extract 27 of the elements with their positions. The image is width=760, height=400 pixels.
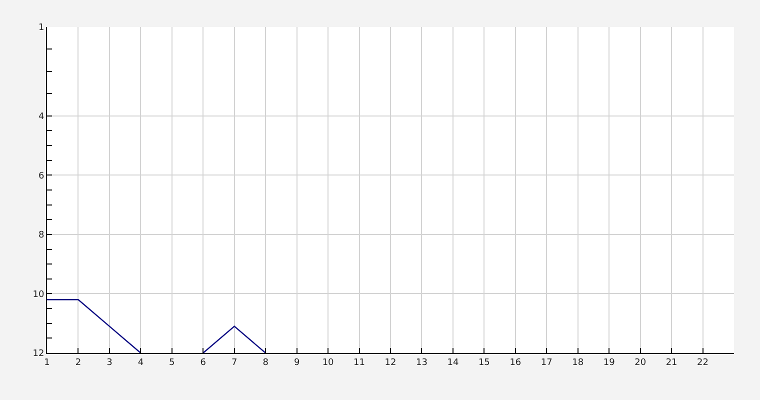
x-tick-label: 3 [106,358,112,368]
y-tick-label: 4 [38,112,44,122]
x-tick-label: 6 [200,358,206,368]
x-tick-label: 8 [262,358,269,368]
y-tick-label: 8 [38,230,44,241]
x-tick-label: 9 [294,358,300,368]
x-tick-label: 15 [478,358,490,368]
x-tick-label: 21 [666,358,678,368]
x-tick-label: 13 [416,358,428,368]
y-tick-label: 10 [32,290,44,300]
x-tick-label: 16 [510,358,522,368]
x-tick-label: 20 [634,358,646,368]
x-tick-label: 22 [697,358,708,368]
x-tick-label: 7 [231,358,238,368]
y-tick-label: 6 [38,171,44,182]
x-tick-label: 14 [447,358,459,368]
x-tick-label: 12 [384,358,396,368]
x-tick-label: 17 [540,358,552,368]
x-tick-label: 18 [572,358,584,368]
x-tick-label: 5 [169,358,175,368]
y-tick-label: 1 [38,23,44,34]
x-tick-label: 2 [75,358,82,368]
y-tick-label: 12 [32,349,44,360]
x-tick-label: 11 [354,358,365,368]
x-tick-label: 19 [603,358,616,368]
x-tick-label: 4 [138,358,144,368]
x-tick-label: 10 [322,358,334,368]
